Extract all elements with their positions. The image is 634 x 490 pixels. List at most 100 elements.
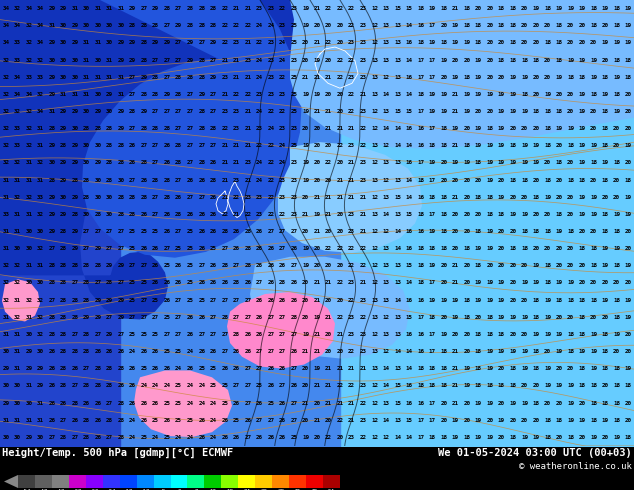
Text: 19: 19 bbox=[521, 400, 528, 406]
Text: 28: 28 bbox=[198, 23, 205, 28]
Text: 13: 13 bbox=[371, 92, 378, 97]
Text: 17: 17 bbox=[429, 57, 436, 63]
Text: 27: 27 bbox=[244, 297, 251, 303]
Text: 28: 28 bbox=[129, 109, 136, 114]
Text: 28: 28 bbox=[152, 92, 159, 97]
Text: 19: 19 bbox=[590, 195, 597, 200]
Text: 32: 32 bbox=[37, 92, 44, 97]
Text: 29: 29 bbox=[117, 315, 124, 320]
Text: 22: 22 bbox=[348, 263, 355, 269]
Text: 29: 29 bbox=[117, 40, 124, 46]
Text: 29: 29 bbox=[141, 74, 148, 80]
Text: 19: 19 bbox=[486, 92, 493, 97]
Text: 18: 18 bbox=[533, 229, 540, 234]
Text: 25: 25 bbox=[268, 400, 275, 406]
Text: 29: 29 bbox=[94, 246, 101, 251]
Text: 18: 18 bbox=[544, 177, 551, 183]
Text: 18: 18 bbox=[613, 417, 620, 423]
Text: 23: 23 bbox=[290, 160, 297, 166]
Text: 25: 25 bbox=[198, 366, 205, 371]
Text: 20: 20 bbox=[440, 23, 448, 28]
Text: 23: 23 bbox=[359, 40, 366, 46]
Text: 30: 30 bbox=[48, 57, 55, 63]
Text: 30: 30 bbox=[37, 349, 44, 354]
Text: 27: 27 bbox=[175, 126, 182, 131]
Text: 22: 22 bbox=[337, 143, 344, 148]
Text: 20: 20 bbox=[337, 160, 344, 166]
Text: 21: 21 bbox=[348, 195, 355, 200]
Text: 19: 19 bbox=[555, 6, 562, 11]
Text: 28: 28 bbox=[72, 315, 79, 320]
Text: 26: 26 bbox=[129, 383, 136, 389]
Text: 33: 33 bbox=[37, 74, 44, 80]
Text: 20: 20 bbox=[533, 212, 540, 217]
Text: 23: 23 bbox=[348, 280, 355, 286]
Text: 27: 27 bbox=[60, 417, 67, 423]
Text: 18: 18 bbox=[624, 383, 631, 389]
Text: 18: 18 bbox=[429, 435, 436, 440]
Text: 23: 23 bbox=[279, 177, 286, 183]
Text: 28: 28 bbox=[60, 349, 67, 354]
Text: 17: 17 bbox=[429, 400, 436, 406]
Text: 21: 21 bbox=[452, 143, 459, 148]
Text: 25: 25 bbox=[164, 349, 171, 354]
Text: 27: 27 bbox=[221, 349, 228, 354]
Text: 23: 23 bbox=[233, 40, 240, 46]
Text: 23: 23 bbox=[290, 212, 297, 217]
Text: 31: 31 bbox=[37, 417, 44, 423]
Text: 18: 18 bbox=[579, 246, 586, 251]
Text: 18: 18 bbox=[579, 315, 586, 320]
Text: 19: 19 bbox=[602, 297, 609, 303]
Text: 26: 26 bbox=[152, 400, 159, 406]
Text: 24: 24 bbox=[210, 435, 217, 440]
Text: 29: 29 bbox=[37, 366, 44, 371]
Text: 18: 18 bbox=[417, 40, 424, 46]
Text: 26: 26 bbox=[198, 315, 205, 320]
Text: 34: 34 bbox=[3, 40, 10, 46]
Text: 18: 18 bbox=[498, 57, 505, 63]
Text: 30: 30 bbox=[106, 109, 113, 114]
Text: 18: 18 bbox=[429, 366, 436, 371]
Text: 32: 32 bbox=[3, 74, 10, 80]
Bar bbox=[52, 475, 69, 488]
Text: 12: 12 bbox=[383, 177, 390, 183]
Text: 27: 27 bbox=[268, 229, 275, 234]
Text: 26: 26 bbox=[186, 315, 194, 320]
Text: 26: 26 bbox=[94, 400, 101, 406]
Text: 28: 28 bbox=[94, 212, 101, 217]
Text: 29: 29 bbox=[25, 349, 32, 354]
Text: 27: 27 bbox=[198, 40, 205, 46]
Text: 29: 29 bbox=[129, 40, 136, 46]
Text: 19: 19 bbox=[452, 297, 459, 303]
Text: 15: 15 bbox=[394, 195, 401, 200]
Text: 25: 25 bbox=[290, 92, 297, 97]
Text: 20: 20 bbox=[567, 92, 574, 97]
Text: 14: 14 bbox=[406, 280, 413, 286]
Text: -54: -54 bbox=[21, 489, 32, 490]
Text: 18: 18 bbox=[567, 177, 574, 183]
Text: 32: 32 bbox=[3, 263, 10, 269]
Text: 20: 20 bbox=[510, 229, 517, 234]
Polygon shape bbox=[4, 475, 18, 488]
Text: 19: 19 bbox=[302, 143, 309, 148]
Text: 26: 26 bbox=[141, 177, 148, 183]
Text: 32: 32 bbox=[25, 109, 32, 114]
Text: 18: 18 bbox=[429, 143, 436, 148]
Text: 15: 15 bbox=[394, 6, 401, 11]
Text: 19: 19 bbox=[452, 417, 459, 423]
Text: 28: 28 bbox=[106, 417, 113, 423]
Text: 20: 20 bbox=[624, 349, 631, 354]
Text: 29: 29 bbox=[117, 297, 124, 303]
Text: 19: 19 bbox=[533, 143, 540, 148]
Text: 20: 20 bbox=[475, 212, 482, 217]
Text: 29: 29 bbox=[117, 263, 124, 269]
Text: 29: 29 bbox=[60, 6, 67, 11]
Text: 26: 26 bbox=[210, 263, 217, 269]
Text: 26: 26 bbox=[164, 212, 171, 217]
Text: 30: 30 bbox=[3, 435, 10, 440]
Text: 24: 24 bbox=[256, 74, 263, 80]
Text: 30: 30 bbox=[3, 383, 10, 389]
Text: 29: 29 bbox=[106, 297, 113, 303]
Text: 28: 28 bbox=[117, 435, 124, 440]
Text: 21: 21 bbox=[313, 417, 321, 423]
